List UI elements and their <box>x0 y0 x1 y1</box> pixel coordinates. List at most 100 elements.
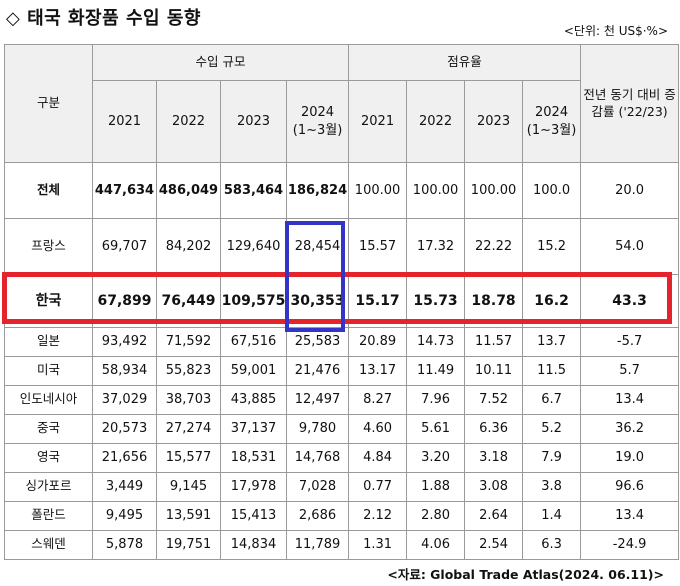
share-2023: 7.52 <box>464 384 524 415</box>
share-2022: 1.88 <box>406 471 466 502</box>
growth-cell: -5.7 <box>580 326 680 357</box>
share-2022: 100.00 <box>406 162 466 220</box>
share-2023: 2.64 <box>464 500 524 531</box>
share-2024: 3.8 <box>522 471 582 502</box>
cell-2024: 186,824 <box>285 162 350 220</box>
share-2024: 16.2 <box>522 274 582 328</box>
cell-2024: 7,028 <box>285 471 350 502</box>
cell-2021: 37,029 <box>92 384 157 415</box>
growth-cell: 5.7 <box>580 355 680 386</box>
growth-cell: 54.0 <box>580 218 680 276</box>
growth-cell: 19.0 <box>580 442 680 473</box>
share-2024: 1.4 <box>522 500 582 531</box>
cell-2022: 76,449 <box>156 274 221 328</box>
cell-2022: 71,592 <box>156 326 221 357</box>
row-label: 중국 <box>4 413 93 444</box>
share-2021: 15.57 <box>348 218 408 276</box>
header-share-2021: 2021 <box>348 80 408 164</box>
share-2021: 13.17 <box>348 355 408 386</box>
share-2024: 100.0 <box>522 162 582 220</box>
share-2024: 11.5 <box>522 355 582 386</box>
cell-2023: 43,885 <box>220 384 287 415</box>
header-share: 점유율 <box>348 43 582 82</box>
row-label: 싱가포르 <box>4 471 93 502</box>
share-2024: 5.2 <box>522 413 582 444</box>
cell-2024: 30,353 <box>285 274 350 328</box>
table-row: 일본 93,492 71,592 67,516 25,583 20.89 14.… <box>4 326 680 357</box>
share-2023: 11.57 <box>464 326 524 357</box>
share-2023: 10.11 <box>464 355 524 386</box>
share-2023: 6.36 <box>464 413 524 444</box>
share-2023: 2.54 <box>464 529 524 561</box>
unit-label: <단위: 천 US$·%> <box>563 24 668 38</box>
row-label: 프랑스 <box>4 218 93 276</box>
row-label: 인도네시아 <box>4 384 93 415</box>
cell-2022: 84,202 <box>156 218 221 276</box>
share-2021: 20.89 <box>348 326 408 357</box>
cell-2023: 129,640 <box>220 218 287 276</box>
cell-2021: 21,656 <box>92 442 157 473</box>
share-2023: 22.22 <box>464 218 524 276</box>
share-2022: 14.73 <box>406 326 466 357</box>
header-share-2023: 2023 <box>464 80 524 164</box>
share-2021: 1.31 <box>348 529 408 561</box>
row-label: 한국 <box>4 274 93 328</box>
share-2022: 15.73 <box>406 274 466 328</box>
cell-2021: 58,934 <box>92 355 157 386</box>
share-2024: 6.7 <box>522 384 582 415</box>
cell-2023: 14,834 <box>220 529 287 561</box>
share-2021: 15.17 <box>348 274 408 328</box>
table-row: 중국 20,573 27,274 37,137 9,780 4.60 5.61 … <box>4 413 680 444</box>
cell-2023: 583,464 <box>220 162 287 220</box>
growth-cell: 20.0 <box>580 162 680 220</box>
share-2021: 0.77 <box>348 471 408 502</box>
cell-2024: 9,780 <box>285 413 350 444</box>
growth-cell: -24.9 <box>580 529 680 561</box>
cell-2024: 12,497 <box>285 384 350 415</box>
share-2024: 15.2 <box>522 218 582 276</box>
cell-2023: 18,531 <box>220 442 287 473</box>
header-category: 구분 <box>4 43 93 164</box>
header-share-2024: 2024 (1~3월) <box>522 80 582 164</box>
table-row-total: 전체 447,634 486,049 583,464 186,824 100.0… <box>4 162 680 220</box>
header-share-2022: 2022 <box>406 80 466 164</box>
table-row: 영국 21,656 15,577 18,531 14,768 4.84 3.20… <box>4 442 680 473</box>
import-table: 구분 수입 규모 점유율 전년 동기 대비 증감률 ('22/23) 2021 … <box>4 43 680 561</box>
share-2023: 18.78 <box>464 274 524 328</box>
cell-2021: 20,573 <box>92 413 157 444</box>
cell-2021: 9,495 <box>92 500 157 531</box>
growth-cell: 96.6 <box>580 471 680 502</box>
share-2022: 3.20 <box>406 442 466 473</box>
table-row-korea: 한국 67,899 76,449 109,575 30,353 15.17 15… <box>4 274 680 328</box>
share-2022: 11.49 <box>406 355 466 386</box>
cell-2021: 93,492 <box>92 326 157 357</box>
cell-2023: 17,978 <box>220 471 287 502</box>
cell-2023: 67,516 <box>220 326 287 357</box>
share-2022: 4.06 <box>406 529 466 561</box>
share-2022: 17.32 <box>406 218 466 276</box>
share-2022: 7.96 <box>406 384 466 415</box>
share-2024: 13.7 <box>522 326 582 357</box>
cell-2021: 67,899 <box>92 274 157 328</box>
cell-2021: 447,634 <box>92 162 157 220</box>
cell-2022: 27,274 <box>156 413 221 444</box>
cell-2024: 11,789 <box>285 529 350 561</box>
header-import-scale: 수입 규모 <box>91 43 350 82</box>
share-2021: 4.60 <box>348 413 408 444</box>
row-label: 스웨덴 <box>4 529 93 561</box>
share-2023: 3.18 <box>464 442 524 473</box>
row-label: 전체 <box>4 162 93 220</box>
table-row: 인도네시아 37,029 38,703 43,885 12,497 8.27 7… <box>4 384 680 415</box>
cell-2021: 5,878 <box>92 529 157 561</box>
cell-2024: 2,686 <box>285 500 350 531</box>
table-row: 스웨덴 5,878 19,751 14,834 11,789 1.31 4.06… <box>4 529 680 561</box>
growth-cell: 13.4 <box>580 500 680 531</box>
cell-2024: 25,583 <box>285 326 350 357</box>
header-growth: 전년 동기 대비 증감률 ('22/23) <box>580 43 680 164</box>
cell-2022: 13,591 <box>156 500 221 531</box>
page-title: ◇ 태국 화장품 수입 동향 <box>6 8 201 29</box>
cell-2021: 3,449 <box>92 471 157 502</box>
growth-cell: 36.2 <box>580 413 680 444</box>
row-label: 영국 <box>4 442 93 473</box>
share-2022: 5.61 <box>406 413 466 444</box>
